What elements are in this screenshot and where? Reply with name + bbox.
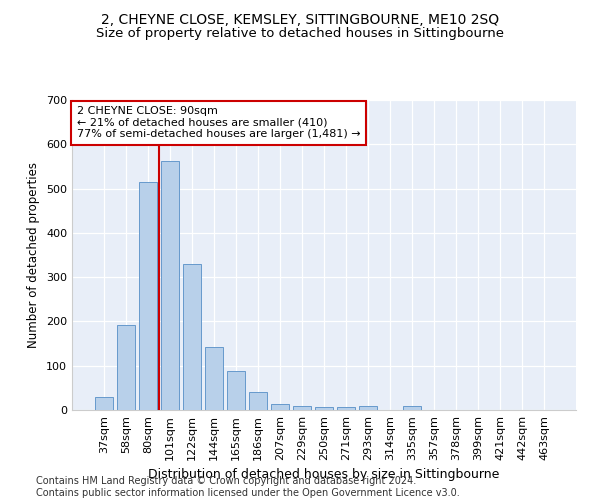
Y-axis label: Number of detached properties: Number of detached properties <box>28 162 40 348</box>
Text: 2 CHEYNE CLOSE: 90sqm
← 21% of detached houses are smaller (410)
77% of semi-det: 2 CHEYNE CLOSE: 90sqm ← 21% of detached … <box>77 106 361 140</box>
Bar <box>183 264 200 410</box>
Bar <box>293 406 311 410</box>
Bar <box>249 392 267 410</box>
Bar <box>359 406 377 410</box>
X-axis label: Distribution of detached houses by size in Sittingbourne: Distribution of detached houses by size … <box>148 468 500 481</box>
Bar <box>139 182 157 410</box>
Bar <box>403 406 421 410</box>
Bar <box>337 407 355 410</box>
Bar <box>205 346 223 410</box>
Bar <box>271 404 289 410</box>
Text: Contains HM Land Registry data © Crown copyright and database right 2024.
Contai: Contains HM Land Registry data © Crown c… <box>36 476 460 498</box>
Bar <box>227 371 245 410</box>
Bar <box>161 160 179 410</box>
Bar <box>95 396 113 410</box>
Bar <box>117 325 134 410</box>
Bar <box>315 407 333 410</box>
Text: Size of property relative to detached houses in Sittingbourne: Size of property relative to detached ho… <box>96 28 504 40</box>
Text: 2, CHEYNE CLOSE, KEMSLEY, SITTINGBOURNE, ME10 2SQ: 2, CHEYNE CLOSE, KEMSLEY, SITTINGBOURNE,… <box>101 12 499 26</box>
